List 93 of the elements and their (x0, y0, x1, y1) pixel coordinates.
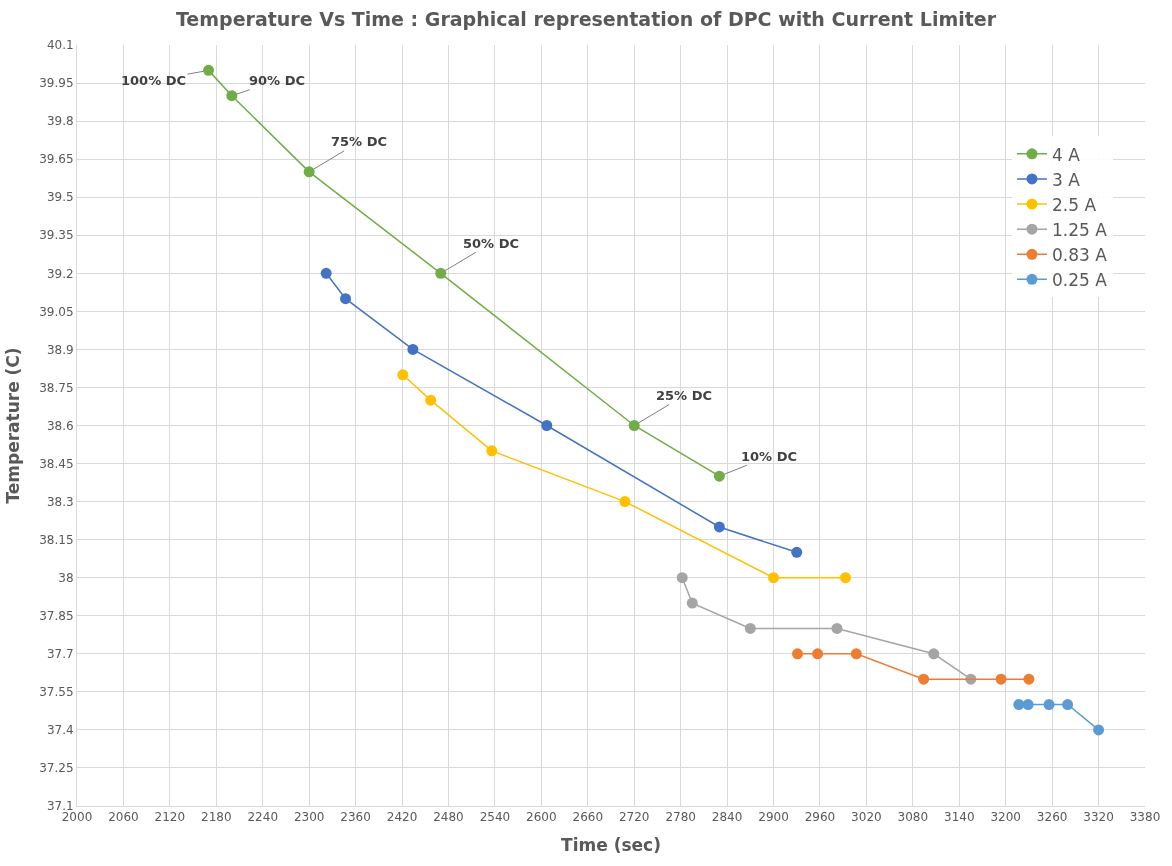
legend-label: 4 A (1051, 144, 1081, 165)
y-tick-label: 40.1 (46, 38, 74, 53)
x-tick-label: 2000 (61, 810, 93, 825)
point (203, 64, 215, 76)
legend-label: 2.5 A (1051, 194, 1097, 215)
y-tick-label: 39.35 (39, 228, 74, 243)
point (676, 572, 688, 584)
point (1023, 673, 1035, 685)
point (744, 622, 756, 634)
point (619, 496, 631, 508)
y-tick-label: 37.85 (39, 608, 74, 623)
point (1043, 699, 1055, 711)
point (226, 90, 238, 102)
x-tick-label: 2960 (804, 810, 836, 825)
x-tick-label: 2780 (665, 810, 696, 825)
point (628, 420, 640, 431)
y-tick-label: 39.95 (39, 76, 74, 91)
point (1093, 724, 1105, 736)
y-tick-label: 38.15 (39, 532, 74, 547)
x-tick-label: 2240 (247, 810, 279, 825)
x-tick-label: 2420 (386, 810, 418, 825)
y-tick-label: 39.2 (46, 266, 74, 281)
annotation: 50% DC (463, 236, 519, 251)
point (541, 420, 553, 431)
point (1062, 699, 1074, 711)
y-tick-label: 38.3 (46, 494, 74, 509)
point (840, 572, 851, 584)
x-tick-label: 2360 (340, 810, 371, 825)
point (340, 293, 352, 305)
y-tick-label: 38.9 (46, 342, 74, 357)
point (850, 648, 862, 660)
x-tick-label: 2060 (108, 810, 139, 825)
y-tick-label: 38.75 (39, 380, 74, 395)
point (486, 445, 498, 457)
annotation: 25% DC (656, 388, 712, 403)
point (397, 369, 409, 381)
y-tick-label: 39.05 (39, 304, 74, 319)
point (713, 470, 725, 482)
point (1022, 699, 1034, 711)
x-tick-label: 3200 (990, 810, 1021, 825)
x-tick-label: 2660 (572, 810, 604, 825)
y-tick-label: 37.4 (46, 723, 74, 738)
x-tick-label: 2300 (293, 810, 325, 825)
x-tick-label: 2720 (618, 810, 650, 825)
point (812, 648, 824, 660)
point (768, 572, 780, 584)
legend-label: 1.25 A (1051, 219, 1108, 240)
point (320, 267, 332, 279)
x-tick-label: 3080 (897, 810, 929, 825)
x-tick-label: 3260 (1036, 810, 1068, 825)
y-tick-label: 38.6 (46, 418, 74, 433)
y-tick-label: 37.7 (46, 647, 74, 661)
point (831, 622, 843, 634)
point (303, 166, 315, 178)
y-tick-label: 39.8 (46, 114, 74, 129)
point (928, 648, 940, 660)
x-tick-label: 3320 (1083, 810, 1114, 825)
x-tick-label: 3140 (943, 810, 975, 825)
annotation: 75% DC (331, 134, 387, 149)
x-tick-label: 2180 (201, 810, 232, 825)
x-tick-label: 3020 (851, 810, 882, 825)
point (425, 394, 437, 406)
point (713, 521, 725, 533)
point (435, 267, 447, 279)
y-tick-label: 39.5 (46, 190, 74, 205)
legend-label: 0.83 A (1051, 244, 1108, 265)
x-axis-title: Time (sec) (561, 834, 661, 855)
x-tick-label: 2540 (479, 810, 511, 825)
point (407, 343, 419, 355)
point (686, 597, 698, 609)
annotation: 90% DC (249, 73, 305, 88)
x-tick-label: 2120 (154, 810, 186, 825)
point (918, 673, 930, 685)
x-tick-label: 2840 (711, 810, 743, 825)
y-tick-label: 39.65 (39, 152, 74, 167)
y-tick-label: 38.45 (39, 456, 74, 471)
x-tick-label: 2480 (433, 810, 464, 825)
x-tick-label: 2900 (758, 810, 789, 825)
chart-title: Temperature Vs Time : Graphical representation of DPC with Current Limiter (175, 8, 997, 31)
annotation: 100% DC (121, 73, 187, 88)
x-tick-label: 2600 (526, 810, 557, 825)
y-tick-label: 37.55 (39, 685, 74, 700)
annotation: 10% DC (741, 449, 797, 464)
point (995, 673, 1007, 685)
y-axis-title: Temperature (C) (2, 347, 23, 504)
x-tick-label: 3380 (1129, 810, 1161, 825)
legend-label: 0.25 A (1051, 270, 1108, 290)
legend-label: 3 A (1051, 169, 1081, 190)
point (792, 648, 804, 660)
point (791, 546, 803, 558)
point (1013, 699, 1025, 711)
y-tick-label: 37.25 (39, 761, 74, 776)
y-tick-label: 38 (58, 570, 74, 585)
